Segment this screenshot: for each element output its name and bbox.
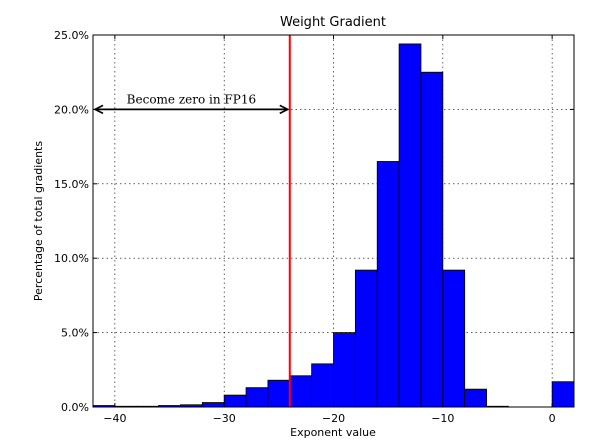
histogram-bar [333,332,356,408]
y-tick-label: 0.0% [61,401,89,414]
histogram-bar [267,379,291,408]
y-tick-label: 10.0% [54,252,89,265]
y-tick-label: 5.0% [61,327,89,340]
annotation-label: Become zero in FP16 [127,92,256,106]
x-tick-label: −30 [213,412,236,425]
histogram-bar [223,394,247,408]
x-axis-title: Exponent value [290,426,376,439]
histogram-bar [311,363,334,408]
histogram-bar [442,269,466,408]
histogram-bar [376,161,400,408]
x-tick-label: −10 [431,412,454,425]
annotation-group: Become zero in FP16 [95,92,288,109]
chart-title: Weight Gradient [280,15,386,30]
y-tick-label: 20.0% [54,103,89,116]
y-tick-label: 25.0% [54,29,89,42]
histogram-bar [464,388,487,408]
x-tick-label: −20 [322,412,345,425]
histogram-bar [354,269,378,408]
x-axis-ticks: −40 −30 −20 −10 0 [103,35,556,425]
histogram-bar [289,375,313,408]
y-axis-ticks: 0.0% 5.0% 10.0% 15.0% 20.0% 25.0% [54,29,574,414]
histogram-bar [245,387,269,408]
histogram-bar [420,71,444,408]
x-tick-label: −40 [103,412,126,425]
histogram-bar [551,381,575,408]
histogram-bar [398,43,422,408]
histogram-bar [201,402,225,408]
x-tick-label: 0 [549,412,556,425]
y-axis-title: Percentage of total gradients [32,141,45,301]
histogram-bars [92,43,575,408]
y-tick-label: 15.0% [54,178,89,191]
